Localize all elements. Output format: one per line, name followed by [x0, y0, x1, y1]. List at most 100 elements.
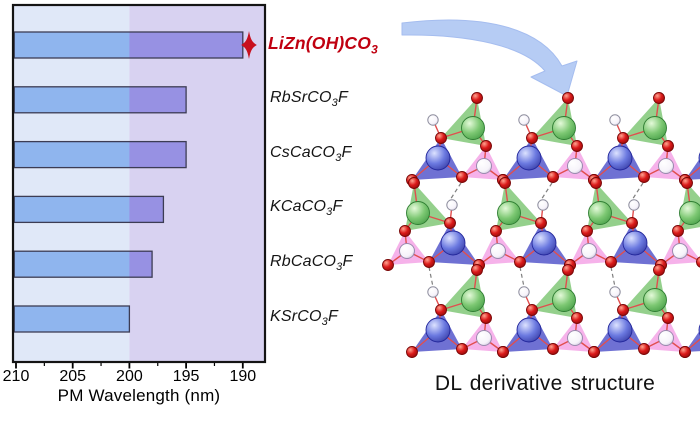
hydrogen-atom: [567, 330, 583, 346]
triangle-cluster: [497, 264, 600, 358]
red-atom: [547, 171, 559, 183]
bar-fill-purple: [129, 141, 187, 168]
red-atom: [435, 132, 447, 144]
red-atom: [471, 92, 483, 104]
blue-atom: [440, 230, 466, 256]
bar-RbSrCO3F: [13, 86, 187, 114]
hydrogen-bond-dash: [540, 182, 553, 201]
red-atom: [581, 225, 593, 237]
red-atom: [562, 264, 574, 276]
plot-border: [11, 3, 267, 364]
red-atom: [679, 346, 691, 358]
red-atom: [435, 304, 447, 316]
red-atom: [444, 217, 456, 229]
green-atom: [588, 201, 612, 225]
red-atom: [653, 264, 665, 276]
red-atom: [406, 346, 418, 358]
blue-atom: [607, 145, 633, 171]
hydrogen-atom: [427, 286, 439, 298]
hydrogen-bond-dash: [519, 266, 525, 288]
blue-atom: [425, 145, 451, 171]
blue-atom: [607, 317, 633, 343]
bar-RbCaCO3F: [13, 250, 153, 278]
triangle-cluster: [588, 264, 691, 358]
x-tick-label-210: 210: [2, 368, 30, 385]
hydrogen-bond-dash: [631, 182, 644, 201]
x-tick-label-195: 195: [172, 368, 200, 385]
red-atom: [590, 177, 602, 189]
red-atom: [526, 304, 538, 316]
category-label-CsCaCO3F: CsCaCO3F: [270, 143, 352, 164]
hydrogen-atom: [628, 199, 640, 211]
red-atom: [480, 140, 492, 152]
category-label-KSrCO3F: KSrCO3F: [270, 308, 338, 329]
hydrogen-atom: [518, 114, 530, 126]
bar-outline: [13, 305, 131, 333]
green-atom: [461, 116, 485, 140]
bar-fill-purple: [129, 86, 187, 113]
arrow-icon: [401, 19, 578, 97]
red-atom: [672, 225, 684, 237]
red-atom: [626, 217, 638, 229]
red-atom: [562, 92, 574, 104]
hydrogen-bond-dash: [428, 266, 434, 288]
red-atom: [456, 343, 468, 355]
red-atom: [408, 177, 420, 189]
bar-fill-purple: [129, 196, 164, 223]
plot-background-left-zone: [13, 5, 130, 362]
red-atom: [499, 177, 511, 189]
green-atom: [643, 116, 667, 140]
hydrogen-atom: [490, 243, 506, 259]
hydrogen-atom: [476, 158, 492, 174]
bar-fill-purple: [129, 251, 153, 278]
blue-atom: [622, 230, 648, 256]
red-atom: [681, 177, 693, 189]
x-tick-label-205: 205: [59, 368, 87, 385]
hydrogen-atom: [581, 243, 597, 259]
red-atom: [588, 346, 600, 358]
blue-polyhedron: [685, 158, 700, 180]
red-atom: [653, 92, 665, 104]
x-tick-label-190: 190: [229, 368, 257, 385]
green-atom: [679, 201, 700, 225]
red-atom: [497, 346, 509, 358]
bar-outline: [13, 195, 165, 224]
triangle-cluster: [382, 177, 485, 271]
bar-KSrCO3F: [13, 305, 131, 333]
bar-outline: [13, 86, 187, 114]
blue-atom: [425, 317, 451, 343]
red-atom: [456, 171, 468, 183]
bar-fill-purple: [129, 32, 243, 58]
red-atom: [638, 343, 650, 355]
red-atom: [617, 304, 629, 316]
red-atom: [662, 312, 674, 324]
bar-chart: [11, 3, 267, 369]
green-atom: [552, 116, 576, 140]
hydrogen-atom: [658, 330, 674, 346]
triangle-cluster: [679, 324, 700, 358]
highlight-star-icon: [241, 31, 257, 59]
red-atom: [480, 312, 492, 324]
bar-CsCaCO3F: [13, 140, 187, 169]
hydrogen-atom: [658, 158, 674, 174]
blue-atom: [516, 317, 542, 343]
hydrogen-atom: [518, 286, 530, 298]
hydrogen-atom: [399, 243, 415, 259]
hydrogen-atom: [609, 114, 621, 126]
bar-outline: [13, 140, 187, 169]
red-atom: [696, 256, 700, 268]
triangle-cluster: [406, 92, 509, 186]
triangle-cluster: [655, 177, 700, 271]
x-axis-title: PM Wavelength (nm): [57, 386, 221, 405]
red-atom: [382, 259, 394, 271]
hydrogen-atom: [672, 243, 688, 259]
category-label-RbSrCO3F: RbSrCO3F: [270, 88, 348, 109]
red-atom: [526, 132, 538, 144]
hydrogen-bond-dash: [610, 266, 616, 288]
red-atom: [638, 171, 650, 183]
bar-KCaCO3F: [13, 195, 165, 224]
triangle-cluster: [679, 152, 700, 186]
green-atom: [406, 201, 430, 225]
blue-polyhedron: [685, 330, 700, 352]
